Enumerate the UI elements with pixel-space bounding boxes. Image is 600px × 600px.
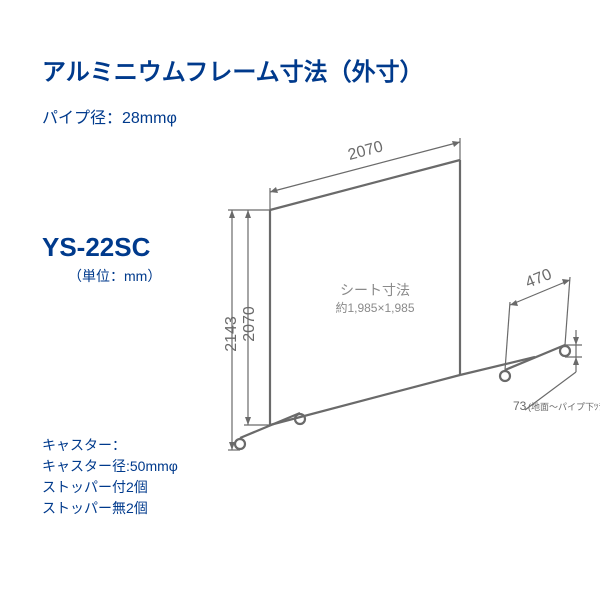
caster-heading: キャスター： bbox=[42, 435, 178, 456]
dim-height-inner: 2070 bbox=[241, 306, 258, 342]
caster-specs: キャスター： キャスター径:50mmφ ストッパー付2個 ストッパー無2個 bbox=[42, 435, 178, 519]
dim-clearance: 73 bbox=[513, 399, 527, 413]
frame-diagram: 2070 2070 2143 470 73 (地面～パイプ下ﾂﾗ) シート bbox=[210, 120, 580, 540]
dim-height-outer: 2143 bbox=[223, 316, 240, 352]
sheet-label: シート寸法 bbox=[340, 282, 410, 298]
pipe-diameter-spec: パイプ径：28mmφ bbox=[42, 104, 177, 128]
model-number: YS-22SC bbox=[42, 232, 150, 263]
caster-with-stopper: ストッパー付2個 bbox=[42, 477, 178, 498]
unit-label: （単位：mm） bbox=[68, 266, 161, 286]
sheet-size: 約1,985×1,985 bbox=[335, 300, 414, 315]
dim-top-width: 2070 bbox=[346, 138, 385, 164]
dim-clearance-note: (地面～パイプ下ﾂﾗ) bbox=[528, 401, 600, 412]
title: アルミニウムフレーム寸法（外寸） bbox=[42, 52, 424, 87]
caster-diameter: キャスター径:50mmφ bbox=[42, 456, 178, 477]
caster-without-stopper: ストッパー無2個 bbox=[42, 498, 178, 519]
